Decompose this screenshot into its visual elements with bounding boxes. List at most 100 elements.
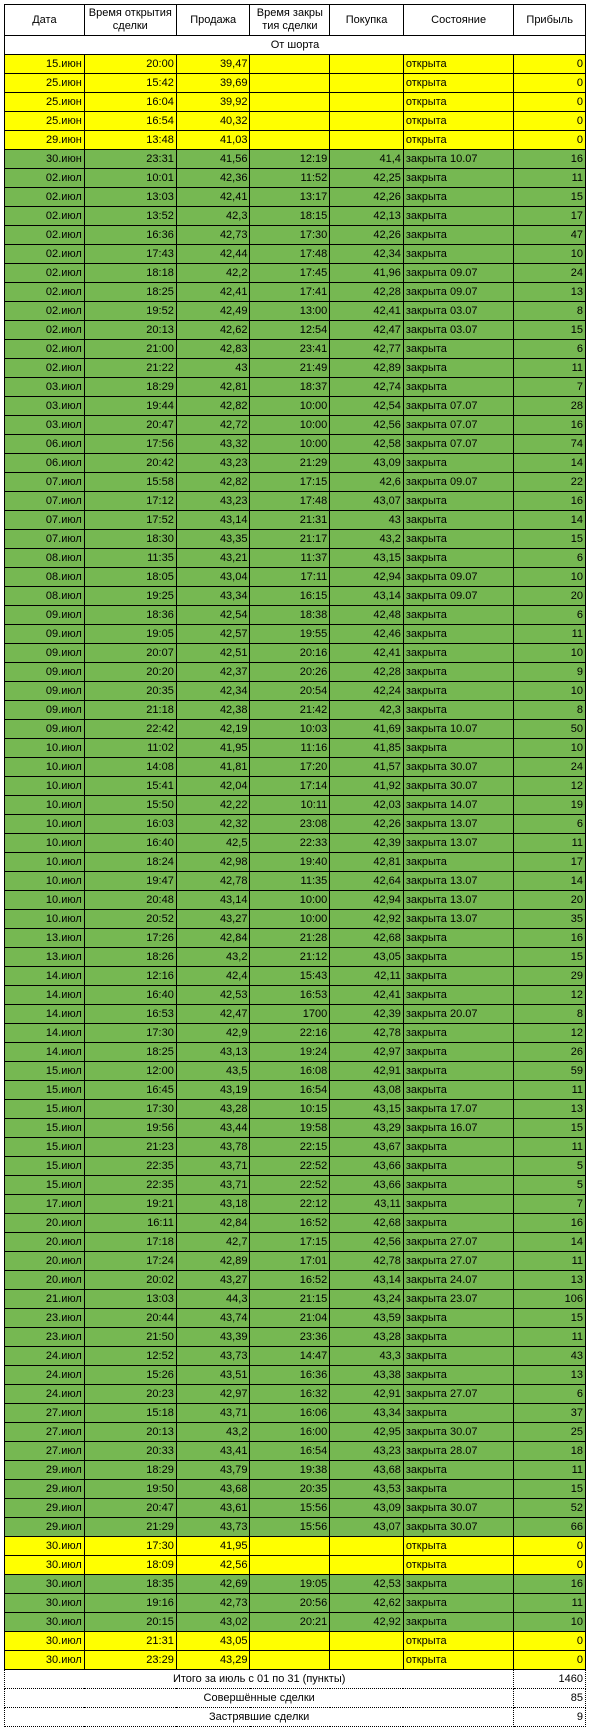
cell-sell: 43,78 <box>176 1138 250 1157</box>
table-row: 03.июл18:2942,8118:3742,74закрыта7 <box>5 378 586 397</box>
cell-open-time: 20:13 <box>84 321 176 340</box>
cell-close-time: 10:00 <box>250 435 330 454</box>
cell-profit: 24 <box>514 264 586 283</box>
cell-sell: 43,04 <box>176 568 250 587</box>
table-row: 30.июн23:3141,5612:1941,4закрыта 10.0716 <box>5 150 586 169</box>
cell-sell: 42,83 <box>176 340 250 359</box>
cell-buy: 42,47 <box>330 321 404 340</box>
section-title: От шорта <box>5 36 586 55</box>
cell-sell: 43,19 <box>176 1081 250 1100</box>
cell-open-time: 22:42 <box>84 720 176 739</box>
section-header: От шорта <box>5 36 586 55</box>
cell-close-time: 23:08 <box>250 815 330 834</box>
cell-date: 25.июн <box>5 93 85 112</box>
cell-profit: 11 <box>514 1328 586 1347</box>
table-row: 29.июл21:2943,7315:5643,07закрыта 30.076… <box>5 1518 586 1537</box>
cell-profit: 5 <box>514 1176 586 1195</box>
cell-close-time: 17:01 <box>250 1252 330 1271</box>
cell-sell: 43,68 <box>176 1480 250 1499</box>
cell-sell: 43,34 <box>176 587 250 606</box>
cell-buy: 43,07 <box>330 1518 404 1537</box>
cell-profit: 43 <box>514 1347 586 1366</box>
cell-state: закрыта <box>403 1594 513 1613</box>
table-row: 10.июл15:5042,2210:1142,03закрыта 14.071… <box>5 796 586 815</box>
cell-sell: 42,22 <box>176 796 250 815</box>
cell-buy: 42,78 <box>330 1024 404 1043</box>
cell-buy: 42,26 <box>330 226 404 245</box>
table-row: 10.июл20:4843,1410:0042,94закрыта 13.072… <box>5 891 586 910</box>
cell-buy <box>330 1632 404 1651</box>
cell-close-time: 16:36 <box>250 1366 330 1385</box>
cell-open-time: 20:44 <box>84 1309 176 1328</box>
cell-close-time: 17:45 <box>250 264 330 283</box>
cell-date: 27.июл <box>5 1423 85 1442</box>
cell-state: закрыта <box>403 739 513 758</box>
table-row: 09.июл20:0742,5120:1642,41закрыта10 <box>5 644 586 663</box>
cell-date: 02.июл <box>5 207 85 226</box>
cell-close-time: 18:15 <box>250 207 330 226</box>
cell-sell: 43,39 <box>176 1328 250 1347</box>
cell-close-time: 17:30 <box>250 226 330 245</box>
cell-state: закрыта <box>403 1480 513 1499</box>
cell-buy: 41,92 <box>330 777 404 796</box>
cell-date: 24.июл <box>5 1385 85 1404</box>
cell-date: 21.июл <box>5 1290 85 1309</box>
cell-buy <box>330 112 404 131</box>
cell-close-time: 11:16 <box>250 739 330 758</box>
cell-state: закрыта <box>403 340 513 359</box>
cell-profit: 18 <box>514 1442 586 1461</box>
cell-close-time: 10:00 <box>250 416 330 435</box>
cell-date: 30.июн <box>5 150 85 169</box>
cell-close-time: 21:04 <box>250 1309 330 1328</box>
cell-date: 09.июл <box>5 606 85 625</box>
cell-open-time: 18:29 <box>84 1461 176 1480</box>
cell-state: закрыта <box>403 1043 513 1062</box>
cell-sell: 43,18 <box>176 1195 250 1214</box>
cell-open-time: 20:35 <box>84 682 176 701</box>
cell-close-time: 22:12 <box>250 1195 330 1214</box>
cell-state: закрыта <box>403 169 513 188</box>
cell-buy: 42,81 <box>330 853 404 872</box>
table-row: 30.июл18:3542,6919:0542,53закрыта16 <box>5 1575 586 1594</box>
cell-date: 07.июл <box>5 511 85 530</box>
table-row: 08.июл19:2543,3416:1543,14закрыта 09.072… <box>5 587 586 606</box>
cell-close-time: 18:38 <box>250 606 330 625</box>
cell-state: открыта <box>403 1651 513 1670</box>
cell-state: закрыта 30.07 <box>403 1423 513 1442</box>
cell-date: 10.июл <box>5 758 85 777</box>
cell-open-time: 17:30 <box>84 1024 176 1043</box>
cell-profit: 15 <box>514 1309 586 1328</box>
table-row: 14.июл17:3042,922:1642,78закрыта12 <box>5 1024 586 1043</box>
table-row: 30.июл19:1642,7320:5642,62закрыта11 <box>5 1594 586 1613</box>
cell-profit: 16 <box>514 929 586 948</box>
cell-sell: 42,73 <box>176 1594 250 1613</box>
cell-sell: 43,14 <box>176 511 250 530</box>
cell-date: 14.июл <box>5 967 85 986</box>
cell-state: закрыта 13.07 <box>403 891 513 910</box>
cell-state: закрыта 24.07 <box>403 1271 513 1290</box>
cell-sell: 43 <box>176 359 250 378</box>
cell-buy: 42,03 <box>330 796 404 815</box>
cell-profit: 0 <box>514 1537 586 1556</box>
cell-open-time: 10:01 <box>84 169 176 188</box>
cell-buy: 43,2 <box>330 530 404 549</box>
cell-sell: 43,61 <box>176 1499 250 1518</box>
cell-open-time: 21:50 <box>84 1328 176 1347</box>
cell-state: закрыта 27.07 <box>403 1233 513 1252</box>
table-row: 03.июл20:4742,7210:0042,56закрыта 07.071… <box>5 416 586 435</box>
cell-buy: 42,97 <box>330 1043 404 1062</box>
cell-profit: 11 <box>514 1138 586 1157</box>
cell-profit: 11 <box>514 1081 586 1100</box>
cell-close-time: 20:21 <box>250 1613 330 1632</box>
cell-profit: 12 <box>514 986 586 1005</box>
cell-close-time: 11:52 <box>250 169 330 188</box>
table-row: 24.июл20:2342,9716:3242,91закрыта 27.076 <box>5 1385 586 1404</box>
cell-sell: 43,2 <box>176 1423 250 1442</box>
cell-state: закрыта 23.07 <box>403 1290 513 1309</box>
cell-date: 07.июл <box>5 530 85 549</box>
cell-date: 15.июн <box>5 55 85 74</box>
cell-state: закрыта 13.07 <box>403 815 513 834</box>
cell-sell: 42,82 <box>176 473 250 492</box>
cell-sell: 42,72 <box>176 416 250 435</box>
cell-state: закрыта 30.07 <box>403 1518 513 1537</box>
